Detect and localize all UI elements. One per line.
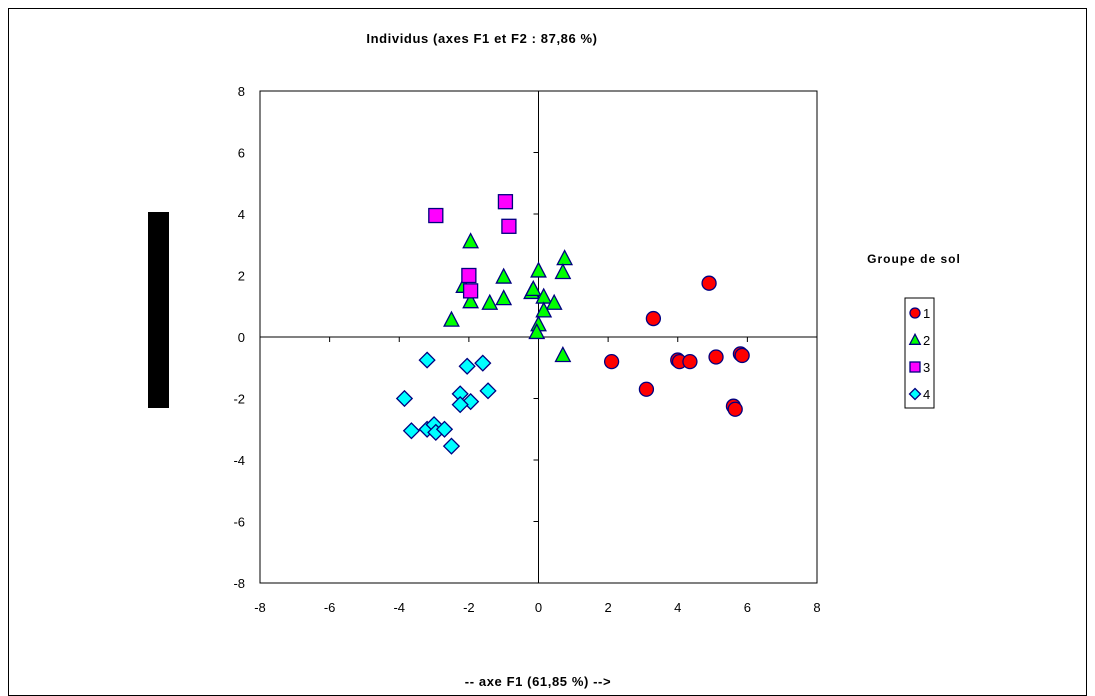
data-point-group-1 [734,347,750,364]
data-points [395,194,750,455]
legend-title: Groupe de sol [867,252,961,266]
data-point-group-2 [530,261,547,278]
legend: Groupe de sol 1 2 3 4 [867,252,961,409]
y-tick-label: 6 [238,146,245,161]
legend-label-4: 4 [923,387,930,402]
data-point-group-2 [462,292,480,309]
data-point-group-2 [481,293,499,310]
data-point-group-1 [708,349,724,365]
x-tick-label: 4 [674,600,681,615]
chart-title: Individus (axes F1 et F2 : 87,86 %) [366,31,597,46]
legend-marker-1 [909,307,921,319]
legend-label-3: 3 [923,360,930,375]
data-point-group-1 [682,353,698,370]
x-tick-label: -2 [463,600,475,615]
y-tick-label: 4 [238,207,245,222]
data-point-group-2 [535,301,553,318]
x-tick-label: 6 [744,600,751,615]
data-point-group-2 [528,322,546,340]
y-tick-label: -6 [233,515,245,530]
data-point-group-4 [474,354,492,372]
plot-area: -8 -6 -4 -2 0 2 4 6 8 -8 -6 -4 -2 0 2 4 6 8 [233,84,820,615]
x-tick-label: -6 [324,600,336,615]
x-tick-label: 0 [535,600,542,615]
data-point-group-1 [727,401,743,417]
y-tick-label: -8 [233,576,245,591]
side-bar [148,212,169,408]
legend-marker-4 [908,387,922,401]
data-point-group-3 [462,283,479,299]
y-tick-label: 2 [238,269,245,284]
data-point-group-1 [645,310,662,327]
x-tick-label: -8 [254,600,266,615]
data-point-group-4 [435,420,454,438]
y-tick-label: 8 [238,84,245,99]
legend-items: 1 2 3 4 [908,306,930,402]
data-point-group-4 [395,389,414,408]
legend-marker-2 [908,332,922,345]
data-point-group-1 [638,381,655,397]
data-point-group-4 [458,357,476,375]
data-point-group-4 [479,382,497,400]
data-point-group-3 [428,207,444,224]
legend-label-1: 1 [923,306,930,321]
data-point-group-2 [545,293,563,310]
data-point-group-2 [554,345,572,363]
data-point-group-2 [495,289,513,306]
data-point-group-3 [461,267,477,284]
x-tick-label: 2 [605,600,612,615]
data-point-group-4 [451,396,469,414]
legend-label-2: 2 [923,333,930,348]
data-point-group-4 [442,437,461,455]
legend-marker-3 [909,361,921,373]
data-point-group-1 [603,353,620,370]
data-point-group-2 [554,262,572,280]
data-point-group-4 [402,422,421,440]
data-point-group-1 [701,275,717,291]
data-point-group-3 [501,218,517,234]
x-axis-label: -- axe F1 (61,85 %) --> [465,674,611,689]
y-tick-label: 0 [238,330,245,345]
data-point-group-2 [443,310,460,327]
x-tick-label: 8 [813,600,820,615]
y-tick-label: -4 [233,453,245,468]
data-point-group-4 [418,351,436,369]
data-point-group-2 [524,279,542,297]
data-point-group-2 [462,232,480,249]
y-axis-ticks: -8 -6 -4 -2 0 2 4 6 8 [233,84,539,591]
data-point-group-3 [497,194,514,210]
x-tick-label: -4 [393,600,405,615]
data-point-group-2 [556,249,574,266]
y-tick-label: -2 [233,392,245,407]
data-point-group-2 [495,267,513,284]
x-axis-ticks: -8 -6 -4 -2 0 2 4 6 8 [254,337,821,615]
